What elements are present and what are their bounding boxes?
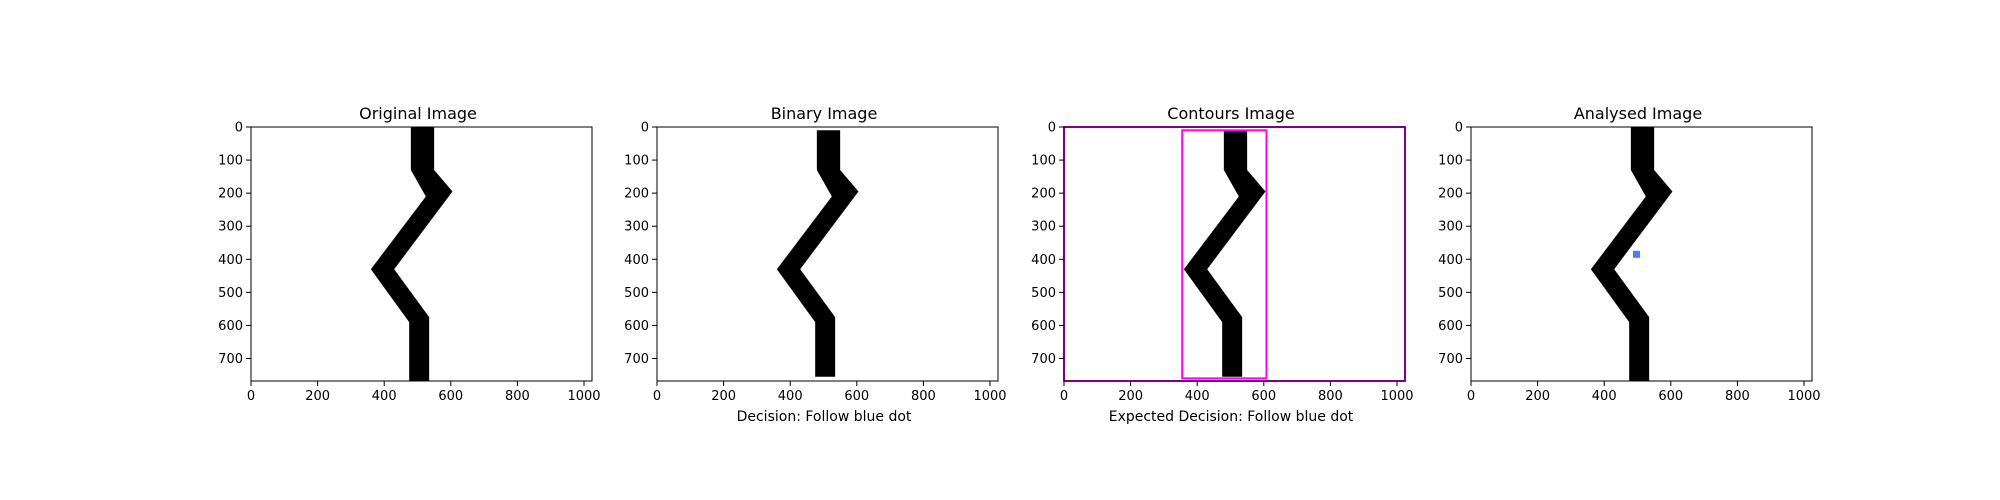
x-tick-label: 800 bbox=[1318, 389, 1343, 404]
y-tick-label: 600 bbox=[624, 319, 649, 334]
y-tick-label: 300 bbox=[624, 220, 649, 235]
line-path bbox=[776, 130, 859, 377]
panel-title: Binary Image bbox=[771, 104, 878, 123]
panel-contours: Contours Image 0 200 400 600 800 1000 0 100 200 3… bbox=[1031, 104, 1413, 425]
x-tick-label: 1000 bbox=[1380, 389, 1413, 404]
y-tick-label: 400 bbox=[1031, 253, 1056, 268]
x-tick-label: 1000 bbox=[1787, 389, 1820, 404]
y-tick-label: 700 bbox=[1438, 352, 1463, 367]
x-tick-label: 0 bbox=[247, 389, 255, 404]
y-tick-label: 600 bbox=[1031, 319, 1056, 334]
x-tick-label: 400 bbox=[372, 389, 397, 404]
y-tick-label: 200 bbox=[1438, 187, 1463, 202]
x-tick-label: 400 bbox=[1185, 389, 1210, 404]
panel-xlabel: Expected Decision: Follow blue dot bbox=[1109, 409, 1354, 425]
y-tick-label: 400 bbox=[624, 253, 649, 268]
x-tick-label: 200 bbox=[711, 389, 736, 404]
axes-frame bbox=[250, 126, 593, 382]
line-path bbox=[1183, 130, 1266, 377]
y-tick-label: 700 bbox=[218, 352, 243, 367]
x-tick-label: 800 bbox=[911, 389, 936, 404]
x-tick-label: 0 bbox=[1060, 389, 1068, 404]
x-tick-label: 400 bbox=[778, 389, 803, 404]
x-tick-label: 0 bbox=[653, 389, 661, 404]
y-tick-label: 100 bbox=[1438, 154, 1463, 169]
y-tick-label: 700 bbox=[624, 352, 649, 367]
line-path bbox=[1590, 127, 1673, 381]
x-tick-label: 200 bbox=[1118, 389, 1143, 404]
panel-analysed: Analysed Image 0 200 400 600 800 1000 0 100 200 3… bbox=[1438, 104, 1820, 404]
panel-title: Analysed Image bbox=[1574, 104, 1702, 123]
axes-frame bbox=[656, 126, 999, 382]
line-path bbox=[370, 127, 453, 381]
y-tick-label: 500 bbox=[624, 286, 649, 301]
x-tick-label: 800 bbox=[1725, 389, 1750, 404]
contour-box bbox=[1181, 129, 1268, 380]
y-tick-label: 300 bbox=[1031, 220, 1056, 235]
y-tick-label: 400 bbox=[218, 253, 243, 268]
x-tick-label: 0 bbox=[1467, 389, 1475, 404]
x-tick-label: 400 bbox=[1592, 389, 1617, 404]
y-tick-label: 400 bbox=[1438, 253, 1463, 268]
x-tick-label: 600 bbox=[844, 389, 869, 404]
blue-dot bbox=[1633, 250, 1641, 258]
y-tick-label: 500 bbox=[218, 286, 243, 301]
y-tick-label: 100 bbox=[624, 154, 649, 169]
y-tick-label: 600 bbox=[218, 319, 243, 334]
y-tick-label: 700 bbox=[1031, 352, 1056, 367]
y-tick-label: 200 bbox=[624, 187, 649, 202]
y-tick-label: 200 bbox=[1031, 187, 1056, 202]
x-tick-label: 600 bbox=[438, 389, 463, 404]
panel-xlabel: Decision: Follow blue dot bbox=[737, 409, 912, 425]
x-tick-label: 200 bbox=[1525, 389, 1550, 404]
y-tick-label: 500 bbox=[1031, 286, 1056, 301]
y-tick-label: 600 bbox=[1438, 319, 1463, 334]
y-tick-label: 0 bbox=[235, 121, 243, 136]
x-tick-label: 800 bbox=[505, 389, 530, 404]
y-tick-label: 300 bbox=[218, 220, 243, 235]
y-tick-label: 0 bbox=[1048, 121, 1056, 136]
panel-binary: Binary Image 0 200 400 600 800 1000 0 100 200 300… bbox=[624, 104, 1006, 425]
y-tick-label: 500 bbox=[1438, 286, 1463, 301]
x-tick-label: 600 bbox=[1251, 389, 1276, 404]
y-tick-label: 300 bbox=[1438, 220, 1463, 235]
panel-original: Original Image 0 200 400 600 800 1000 0 100 200 3… bbox=[218, 104, 600, 404]
panel-title: Contours Image bbox=[1167, 104, 1294, 123]
x-tick-label: 200 bbox=[305, 389, 330, 404]
y-tick-label: 0 bbox=[641, 121, 649, 136]
x-tick-label: 1000 bbox=[973, 389, 1006, 404]
y-tick-label: 0 bbox=[1455, 121, 1463, 136]
x-tick-label: 600 bbox=[1658, 389, 1683, 404]
x-tick-label: 1000 bbox=[567, 389, 600, 404]
y-tick-label: 100 bbox=[218, 154, 243, 169]
y-tick-label: 100 bbox=[1031, 154, 1056, 169]
y-tick-label: 200 bbox=[218, 187, 243, 202]
axes-frame bbox=[1470, 126, 1813, 382]
axes-frame bbox=[1063, 126, 1406, 382]
panel-title: Original Image bbox=[359, 104, 477, 123]
